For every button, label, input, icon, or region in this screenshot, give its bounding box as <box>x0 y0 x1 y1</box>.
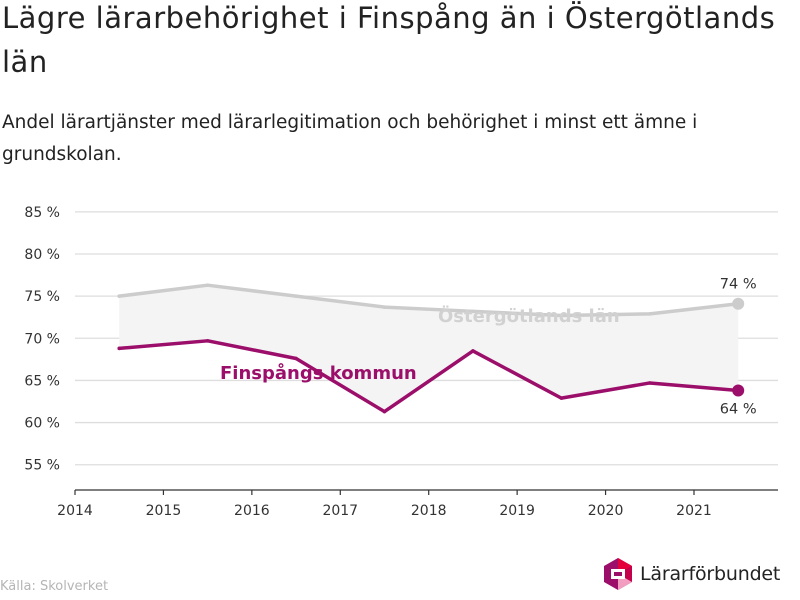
x-axis: 2014 2015 2016 2017 2018 2019 2020 2021 <box>57 489 778 519</box>
series-line-finspangs-kommun <box>117 339 740 414</box>
x-tick-label: 2016 <box>234 503 270 519</box>
end-marker-ostergotlands-lan <box>732 297 745 310</box>
series-line-ostergotlands-lan <box>117 283 740 318</box>
logo-text: Lärarförbundet <box>640 563 781 585</box>
y-tick-label: 80 % <box>24 247 60 263</box>
data-point-finspangs-kommun <box>205 339 210 343</box>
x-tick-label: 2018 <box>411 503 447 519</box>
data-point-ostergotlands-lan <box>648 312 652 316</box>
y-axis-ticks: 55 % 60 % 65 % 70 % 75 % 80 % 85 % <box>24 205 60 474</box>
x-tick-label: 2014 <box>57 503 93 519</box>
data-point-ostergotlands-lan <box>471 309 475 314</box>
x-tick-label: 2017 <box>322 503 358 519</box>
chart-title: Lägre lärarbehörighet i Finspång än i Ös… <box>2 1 776 79</box>
y-tick-label: 70 % <box>24 331 60 347</box>
data-point-ostergotlands-lan <box>117 294 121 298</box>
y-tick-label: 85 % <box>24 205 60 221</box>
end-label-finspangs-kommun: 64 % <box>720 402 757 418</box>
data-point-ostergotlands-lan <box>382 305 387 309</box>
data-point-ostergotlands-lan <box>205 283 210 287</box>
y-tick-label: 65 % <box>24 373 60 389</box>
end-markers: 74 % 64 % <box>720 277 757 418</box>
series-labels: Östergötlands län Finspångs kommun <box>220 305 620 384</box>
data-point-finspangs-kommun <box>559 396 564 400</box>
lararforbundet-logo-icon <box>604 558 632 590</box>
y-tick-label: 55 % <box>24 458 60 474</box>
data-point-finspangs-kommun <box>117 346 121 351</box>
y-tick-label: 60 % <box>24 416 60 432</box>
x-tick-label: 2020 <box>588 503 624 519</box>
x-tick-label: 2021 <box>676 503 712 519</box>
end-label-ostergotlands-lan: 74 % <box>720 277 757 293</box>
data-point-finspangs-kommun <box>471 349 475 353</box>
x-tick-label: 2015 <box>146 503 182 519</box>
difference-band-area <box>119 285 739 412</box>
series-lines <box>117 283 740 414</box>
y-tick-label: 75 % <box>24 289 60 305</box>
data-point-ostergotlands-lan <box>294 294 298 298</box>
lararforbundet-logo: Lärarförbundet <box>602 557 780 591</box>
data-point-finspangs-kommun <box>382 409 387 414</box>
end-marker-finspangs-kommun <box>732 384 745 397</box>
data-point-finspangs-kommun <box>648 381 652 385</box>
series-label-finspangs-kommun: Finspångs kommun <box>220 362 417 384</box>
x-tick-label: 2019 <box>499 503 535 519</box>
source-note: Källa: Skolverket <box>0 579 109 594</box>
data-point-ostergotlands-lan <box>559 313 564 318</box>
data-point-finspangs-kommun <box>294 356 298 361</box>
series-label-ostergotlands-lan: Östergötlands län <box>438 305 620 327</box>
chart-subtitle: Andel lärartjänster med lärarlegitimatio… <box>2 112 698 165</box>
difference-band <box>119 285 739 412</box>
